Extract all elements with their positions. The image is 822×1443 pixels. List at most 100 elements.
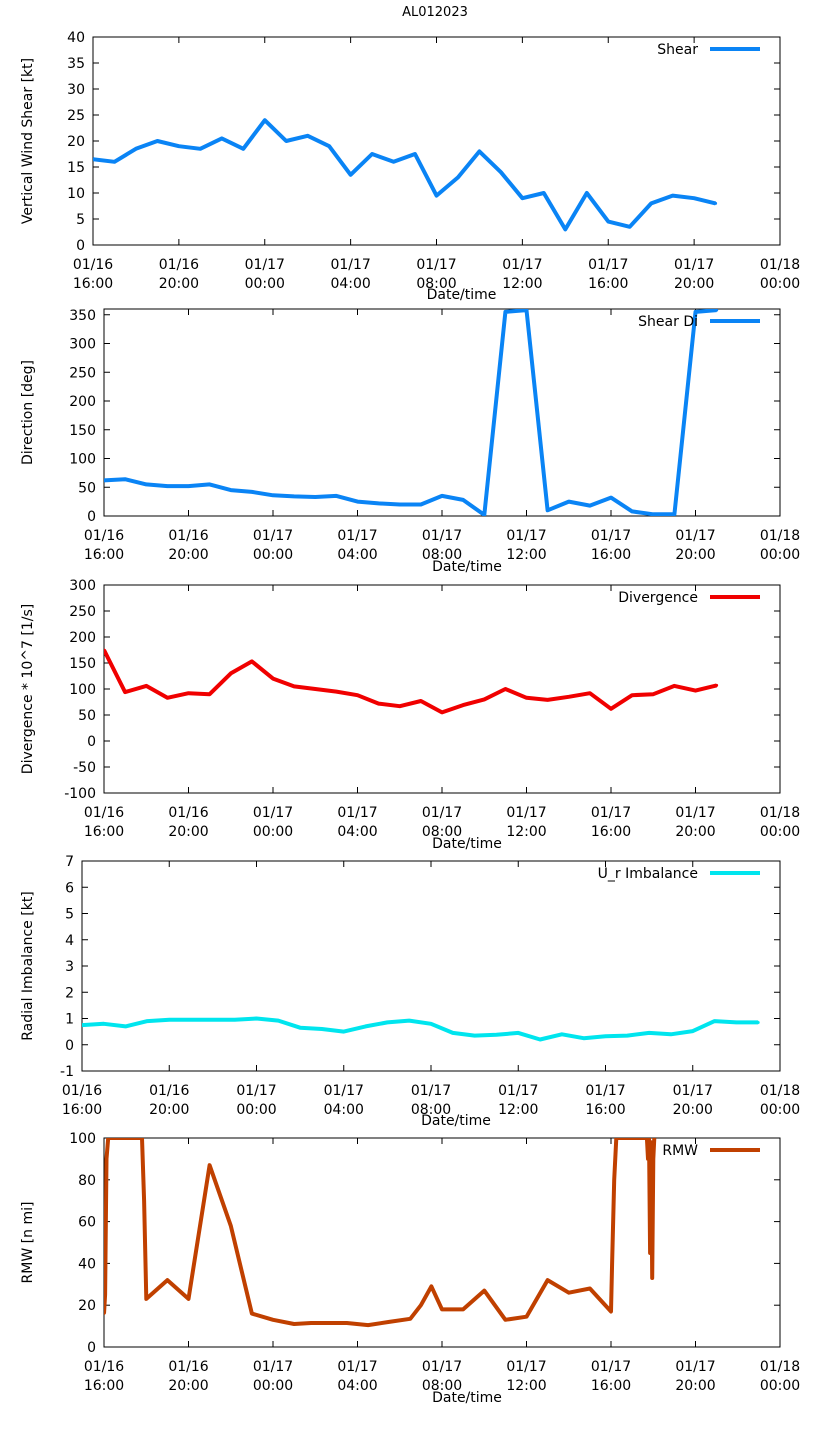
data-point <box>714 201 718 205</box>
x-tick-label-date: 01/16 <box>84 805 124 821</box>
y-axis-label: RMW [n mi] <box>20 1202 36 1284</box>
data-point <box>342 1030 346 1034</box>
data-point <box>648 1251 652 1255</box>
data-point <box>229 671 233 675</box>
x-tick-label-time: 04:00 <box>330 276 370 292</box>
x-tick-label-time: 08:00 <box>422 1378 462 1394</box>
data-point <box>628 225 632 229</box>
data-point <box>165 696 169 700</box>
x-tick-label-date: 01/17 <box>585 1083 625 1099</box>
x-tick-label-date: 01/16 <box>168 1359 208 1375</box>
data-point <box>546 698 550 702</box>
data-point <box>451 1031 455 1035</box>
y-tick-label: 300 <box>69 578 96 594</box>
data-point <box>646 1157 650 1161</box>
x-tick-label-time: 04:00 <box>337 547 377 563</box>
x-tick-label-date: 01/17 <box>411 1083 451 1099</box>
data-point <box>734 1020 738 1024</box>
data-point <box>313 495 317 499</box>
x-tick-label-time: 00:00 <box>245 276 285 292</box>
series-line-rmw <box>104 1138 657 1328</box>
y-tick-label: 6 <box>65 880 74 896</box>
plot-frame <box>103 1137 781 1348</box>
data-point <box>142 1199 146 1203</box>
x-tick-label-date: 01/17 <box>253 1359 293 1375</box>
x-tick-label-time: 16:00 <box>585 1102 625 1118</box>
data-point <box>616 1138 620 1140</box>
x-tick-label-date: 01/17 <box>591 1359 631 1375</box>
y-tick-label: 150 <box>69 423 96 439</box>
data-point <box>345 1321 349 1325</box>
legend-label: Divergence <box>618 590 698 606</box>
data-point <box>482 513 486 516</box>
data-point <box>692 196 696 200</box>
data-point <box>189 1018 193 1022</box>
x-tick-label-time: 16:00 <box>84 547 124 563</box>
data-point <box>440 494 444 498</box>
x-tick-label-time: 16:00 <box>84 824 124 840</box>
legend-label: Shear Di <box>638 314 698 330</box>
data-point <box>292 1322 296 1326</box>
data-point <box>165 484 169 488</box>
x-tick-label-time: 20:00 <box>675 547 715 563</box>
data-point <box>123 477 127 481</box>
y-tick-label: 50 <box>78 708 96 724</box>
data-point <box>112 160 116 164</box>
data-point <box>503 310 507 314</box>
data-point <box>309 1321 313 1325</box>
x-tick-label-time: 16:00 <box>591 824 631 840</box>
y-axis-label: Direction [deg] <box>20 360 36 465</box>
data-point <box>104 478 106 482</box>
data-point <box>482 1289 486 1293</box>
data-point <box>435 194 438 198</box>
plot-frame <box>92 36 781 246</box>
x-tick-label-date: 01/17 <box>422 1359 462 1375</box>
data-point <box>588 504 592 508</box>
data-point <box>630 509 634 513</box>
data-point <box>715 683 719 687</box>
y-tick-label: 1 <box>65 1012 74 1028</box>
data-point <box>167 1018 171 1022</box>
x-tick-label-time: 12:00 <box>498 1102 538 1118</box>
x-tick-label-date: 01/16 <box>168 805 208 821</box>
x-tick-label-date: 01/17 <box>253 805 293 821</box>
y-tick-label: 100 <box>69 1131 96 1147</box>
data-point <box>93 157 95 161</box>
x-tick-label-date: 01/18 <box>760 1083 800 1099</box>
data-point <box>250 490 254 494</box>
data-point <box>609 496 613 500</box>
data-point <box>211 1018 215 1022</box>
data-point <box>292 494 296 498</box>
plot-frame <box>81 860 781 1072</box>
data-point <box>155 139 159 143</box>
data-point <box>104 1293 107 1297</box>
x-tick-label-date: 01/17 <box>337 805 377 821</box>
data-point <box>650 1276 654 1280</box>
data-point <box>233 1018 237 1022</box>
x-tick-label-time: 00:00 <box>236 1102 276 1118</box>
y-tick-label: -50 <box>73 760 96 776</box>
chart-panel-radial-imbalance: -1 0 1 2 3 4 5 6 7 01/16 16:00 01/16 20:00 01/17 00:00… <box>20 854 800 1129</box>
y-tick-label: 40 <box>67 30 85 46</box>
y-tick-label: 200 <box>69 630 96 646</box>
data-point <box>82 1023 84 1027</box>
y-tick-label: 15 <box>67 160 85 176</box>
data-point <box>145 1019 149 1023</box>
y-tick-label: 100 <box>69 452 96 468</box>
x-tick-label-date: 01/17 <box>506 528 546 544</box>
x-tick-label-date: 01/17 <box>330 257 370 273</box>
data-point <box>461 703 465 707</box>
x-tick-label-date: 01/17 <box>506 805 546 821</box>
data-point <box>625 1034 629 1038</box>
y-tick-label: 300 <box>69 337 96 353</box>
x-tick-label-time: 20:00 <box>168 824 208 840</box>
data-point <box>456 175 460 179</box>
data-point <box>392 160 396 164</box>
data-point <box>377 501 381 505</box>
y-tick-label: 20 <box>78 1298 96 1314</box>
x-tick-label-date: 01/16 <box>62 1083 102 1099</box>
x-tick-label-time: 04:00 <box>337 824 377 840</box>
x-tick-label-time: 12:00 <box>506 1378 546 1394</box>
data-point <box>229 488 233 492</box>
